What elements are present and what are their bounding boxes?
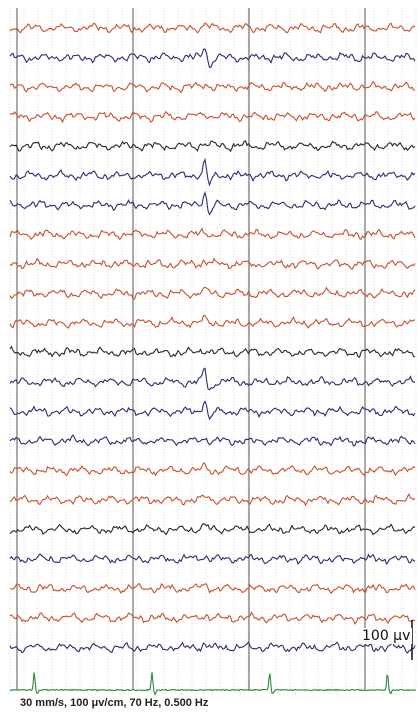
eeg-channel-trace	[9, 611, 416, 625]
eeg-channel-trace	[9, 286, 416, 300]
eeg-channel-trace	[9, 462, 416, 477]
scale-bar-label: 100 μv	[360, 628, 413, 644]
time-grid	[9, 8, 417, 690]
eeg-channel-trace	[9, 367, 416, 391]
eeg-channel-trace	[9, 110, 416, 124]
eeg-channel-trace	[9, 227, 416, 241]
eeg-channel-trace	[9, 345, 416, 358]
eeg-channel-trace	[9, 190, 416, 216]
eeg-channel-trace	[9, 582, 416, 595]
ecg-trace-group	[9, 671, 417, 696]
eeg-channel-trace	[9, 400, 416, 421]
eeg-channel-trace	[9, 257, 416, 271]
eeg-channel-trace	[9, 157, 416, 187]
eeg-channel-trace	[9, 434, 416, 447]
eeg-channel-trace	[9, 522, 416, 536]
recording-settings: 30 mm/s, 100 μv/cm, 70 Hz, 0.500 Hz	[20, 697, 209, 709]
eeg-channel-trace	[9, 640, 416, 654]
eeg-channel-trace	[9, 48, 416, 69]
ecg-trace	[9, 671, 417, 696]
eeg-channel-trace	[9, 493, 416, 507]
eeg-channel-trace	[9, 553, 416, 566]
eeg-channel-trace	[9, 80, 416, 94]
eeg-channel-trace	[9, 22, 416, 34]
eeg-traces	[9, 22, 416, 654]
eeg-channel-trace	[9, 140, 416, 153]
eeg-channel-trace	[9, 314, 416, 329]
